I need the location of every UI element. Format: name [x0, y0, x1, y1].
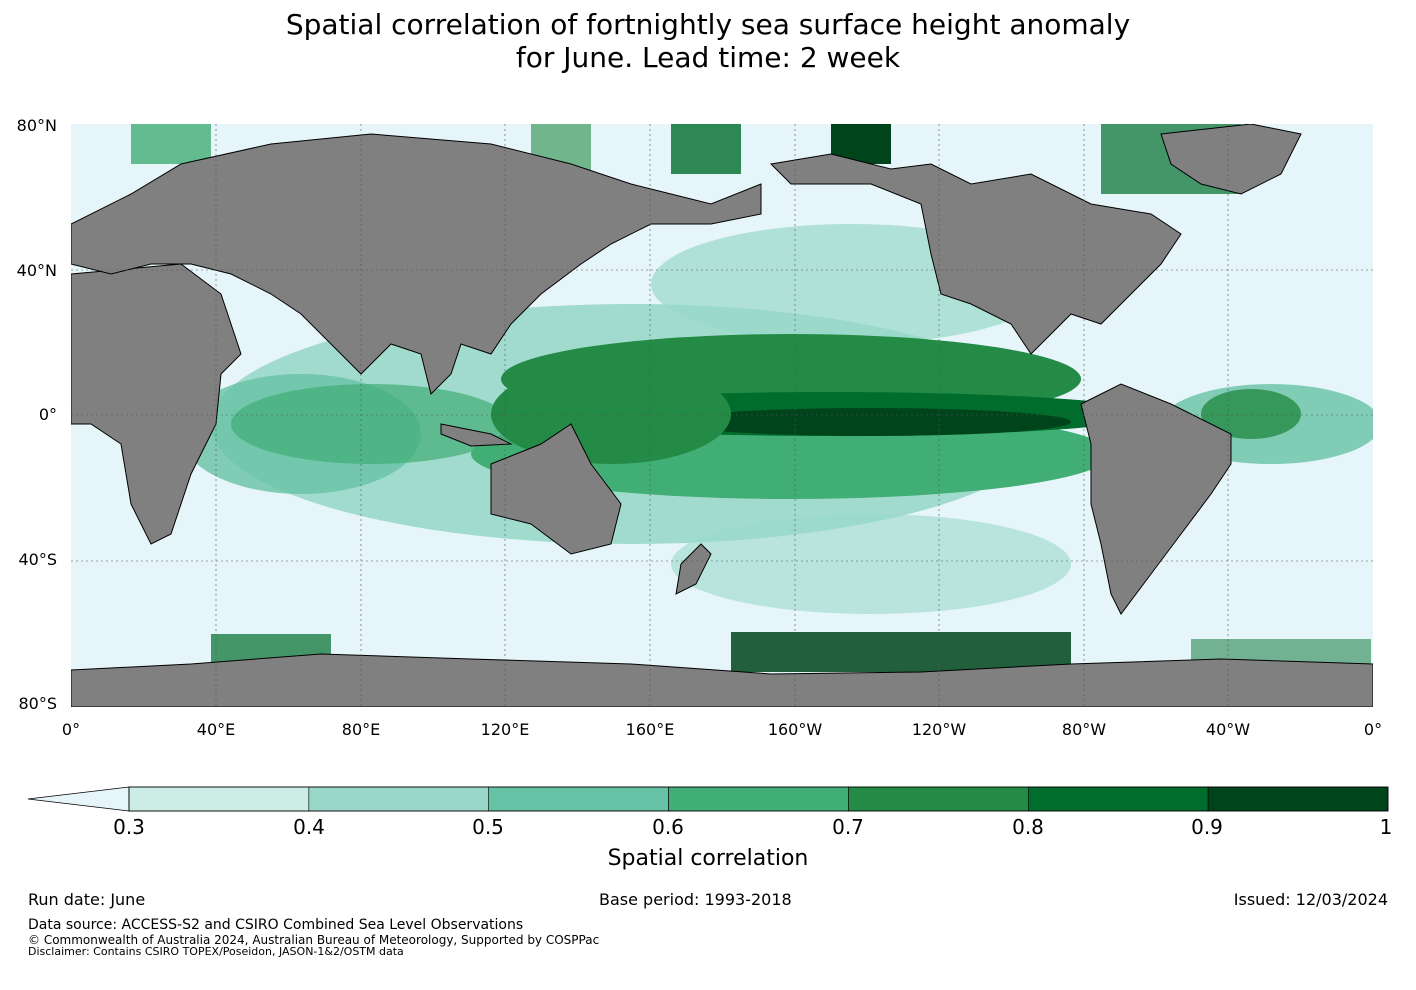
colorbar-segment — [668, 786, 849, 812]
colorbar-tick-0.8: 0.8 — [1012, 815, 1044, 839]
lat-label-0: 0° — [38, 405, 57, 424]
colorbar-tick-0.4: 0.4 — [293, 815, 325, 839]
map-title: Spatial correlation of fortnightly sea s… — [0, 8, 1416, 74]
title-line-1: Spatial correlation of fortnightly sea s… — [285, 8, 1131, 41]
lat-label-80s: 80°S — [18, 694, 57, 713]
colorbar-tick-0.7: 0.7 — [832, 815, 864, 839]
lon-label-160e: 160°E — [625, 720, 675, 739]
colorbar-segment — [308, 786, 490, 812]
colorbar-tick-0.3: 0.3 — [113, 815, 145, 839]
base-period: Base period: 1993-2018 — [599, 890, 792, 909]
colorbar — [27, 786, 1389, 812]
colorbar-outline — [128, 786, 1389, 812]
colorbar-segment — [1207, 786, 1389, 812]
colorbar-tick-0.9: 0.9 — [1191, 815, 1223, 839]
land-masses — [71, 124, 1373, 707]
colorbar-segment — [488, 786, 669, 812]
colorbar-under-triangle — [27, 786, 130, 812]
title-line-2: for June. Lead time: 2 week — [515, 41, 901, 74]
correlation-map — [71, 124, 1373, 707]
run-date: Run date: June — [28, 890, 146, 909]
colorbar-tick-1: 1 — [1379, 815, 1393, 839]
graticule — [71, 124, 1373, 707]
lon-label-0-end: 0° — [1363, 720, 1383, 739]
lat-label-40s: 40°S — [18, 550, 57, 569]
issued-date: Issued: 12/03/2024 — [1233, 890, 1388, 909]
lat-label-80n: 80°N — [16, 116, 57, 135]
lon-label-80w: 80°W — [1061, 720, 1107, 739]
disclaimer: Disclaimer: Contains CSIRO TOPEX/Poseido… — [28, 945, 404, 958]
lon-label-160w: 160°W — [767, 720, 823, 739]
colorbar-tick-0.6: 0.6 — [652, 815, 684, 839]
colorbar-label: Spatial correlation — [607, 846, 809, 871]
colorbar-segment — [848, 786, 1029, 812]
lon-label-40e: 40°E — [196, 720, 236, 739]
lon-label-120e: 120°E — [480, 720, 530, 739]
lon-label-0: 0° — [61, 720, 81, 739]
lon-label-120w: 120°W — [911, 720, 967, 739]
colorbar-segment — [1027, 786, 1209, 812]
data-source: Data source: ACCESS-S2 and CSIRO Combine… — [28, 917, 524, 933]
map-canvas — [71, 124, 1373, 707]
copyright: © Commonwealth of Australia 2024, Austra… — [28, 933, 600, 947]
lat-label-40n: 40°N — [16, 261, 57, 280]
colorbar-tick-0.5: 0.5 — [472, 815, 504, 839]
lon-label-40w: 40°W — [1205, 720, 1251, 739]
colorbar-segment — [128, 786, 310, 812]
lon-label-80e: 80°E — [341, 720, 381, 739]
colorbar-segments — [128, 786, 1389, 812]
